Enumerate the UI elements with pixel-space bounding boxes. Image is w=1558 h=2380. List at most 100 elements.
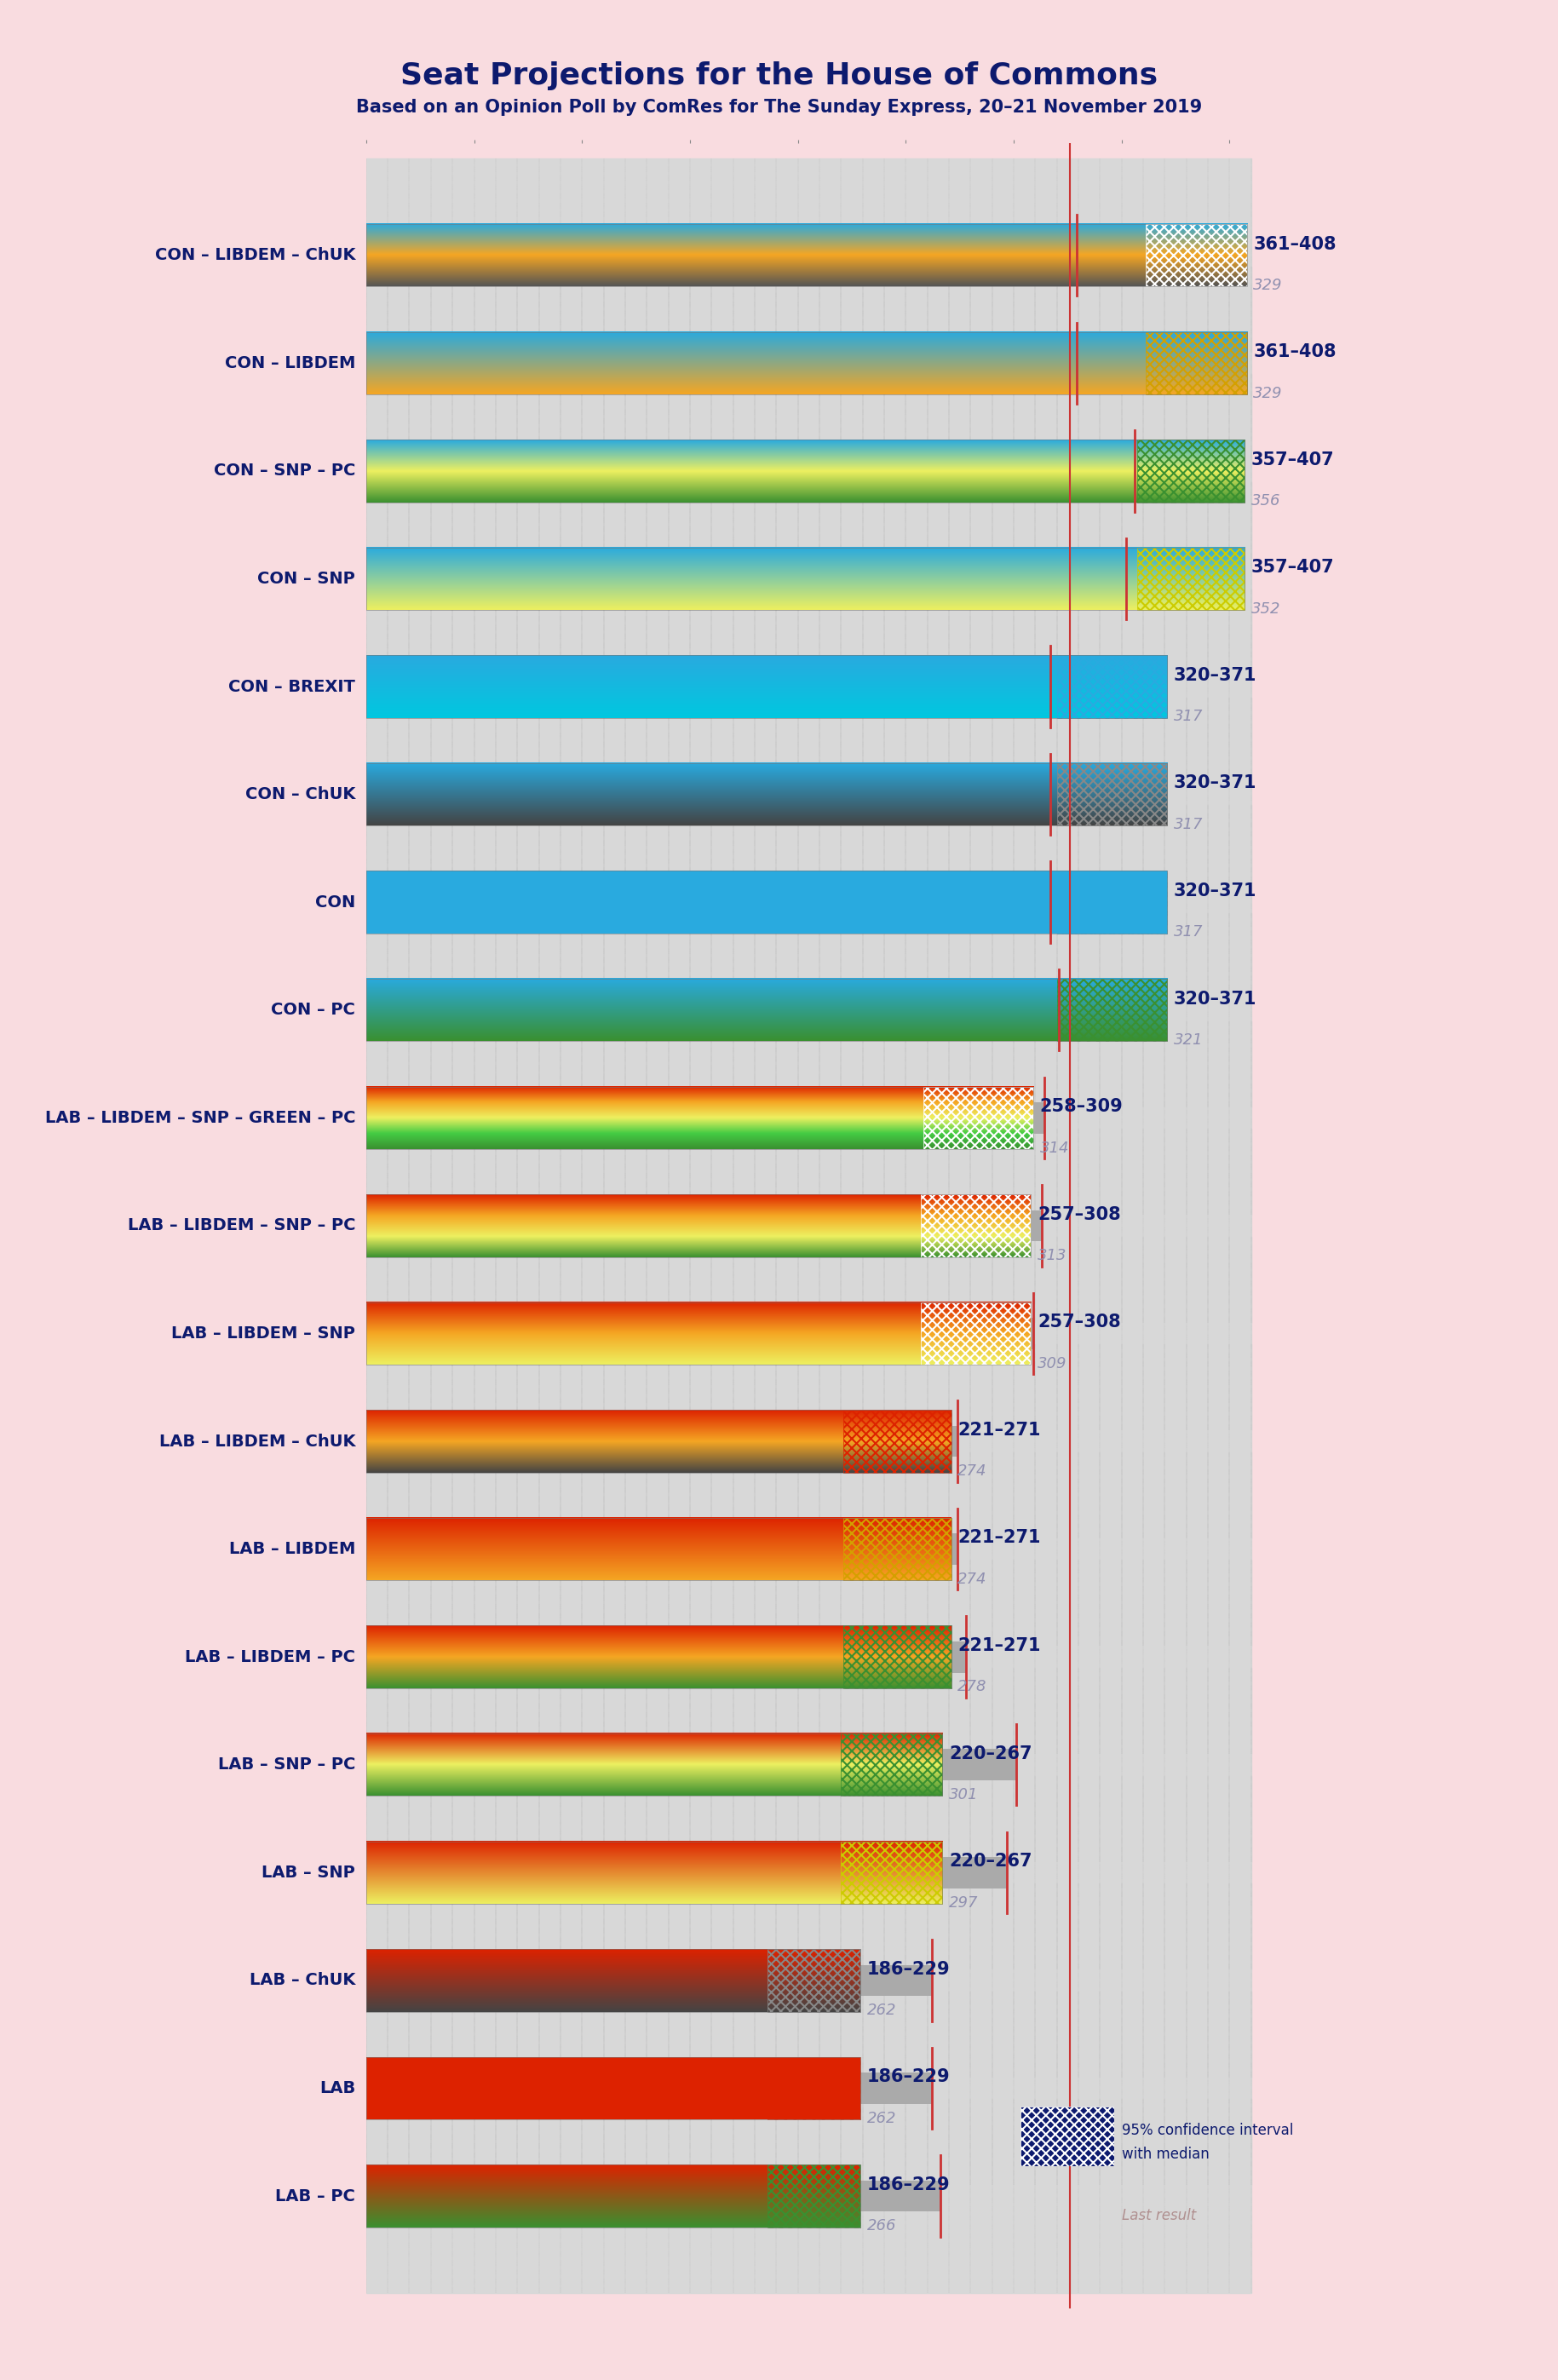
Text: LAB – LIBDEM – SNP – PC: LAB – LIBDEM – SNP – PC: [128, 1219, 355, 1233]
Text: 320–371: 320–371: [1173, 990, 1257, 1007]
Bar: [366, 1949, 860, 2011]
Text: Seat Projections for the House of Commons: Seat Projections for the House of Common…: [400, 62, 1158, 90]
Bar: [366, 1088, 1033, 1150]
Bar: [366, 159, 1251, 352]
Text: 262: 262: [866, 2002, 896, 2018]
Text: 186–229: 186–229: [866, 2068, 950, 2085]
Text: Based on an Opinion Poll by ComRes for The Sunday Express, 20–21 November 2019: Based on an Opinion Poll by ComRes for T…: [355, 98, 1203, 117]
Bar: [366, 440, 1245, 502]
Text: CON: CON: [315, 895, 355, 909]
Text: 274: 274: [958, 1571, 988, 1587]
Bar: [366, 1733, 943, 1797]
Bar: [1056, 978, 1167, 1042]
Bar: [366, 267, 1251, 459]
Text: 258–309: 258–309: [1039, 1097, 1123, 1116]
Bar: [768, 2056, 860, 2121]
Text: 297: 297: [949, 1894, 978, 1911]
Text: with median: with median: [1122, 2147, 1209, 2161]
Bar: [366, 764, 1167, 826]
Bar: [366, 2056, 860, 2121]
Text: 221–271: 221–271: [958, 1421, 1041, 1438]
Bar: [366, 224, 1246, 286]
Text: 186–229: 186–229: [866, 2175, 950, 2194]
Bar: [366, 871, 1167, 933]
Text: 257–308: 257–308: [1038, 1314, 1120, 1330]
Text: 301: 301: [949, 1787, 978, 1802]
Text: CON – PC: CON – PC: [271, 1002, 355, 1019]
Bar: [1056, 871, 1167, 933]
Text: 266: 266: [866, 2218, 896, 2235]
Bar: [1056, 654, 1167, 719]
Text: LAB: LAB: [319, 2080, 355, 2097]
Bar: [768, 2056, 860, 2121]
Text: 317: 317: [1173, 709, 1203, 724]
Bar: [366, 2166, 860, 2228]
Bar: [366, 1128, 1251, 1323]
Bar: [860, 1966, 932, 1997]
Text: 357–407: 357–407: [1251, 452, 1334, 469]
Bar: [366, 1238, 1251, 1430]
Text: 257–308: 257–308: [1038, 1207, 1120, 1223]
Bar: [843, 1626, 950, 1687]
Bar: [1137, 547, 1245, 609]
Bar: [366, 1409, 950, 1473]
Bar: [366, 331, 1246, 395]
Text: 361–408: 361–408: [1253, 236, 1337, 252]
Bar: [841, 1842, 943, 1904]
Text: 95% confidence interval: 95% confidence interval: [1122, 2123, 1293, 2137]
Bar: [366, 374, 1251, 569]
Bar: [768, 2166, 860, 2228]
Text: 361–408: 361–408: [1253, 343, 1337, 359]
Bar: [1056, 764, 1167, 826]
Text: CON – LIBDEM – ChUK: CON – LIBDEM – ChUK: [154, 248, 355, 264]
Bar: [768, 1949, 860, 2011]
Bar: [366, 1452, 1251, 1647]
Bar: [366, 1883, 1251, 2078]
Text: CON – BREXIT: CON – BREXIT: [229, 678, 355, 695]
Text: LAB – LIBDEM – SNP: LAB – LIBDEM – SNP: [171, 1326, 355, 1342]
Text: LAB – SNP: LAB – SNP: [262, 1864, 355, 1880]
Bar: [1031, 1209, 1042, 1242]
Text: 278: 278: [958, 1680, 988, 1695]
Text: 274: 274: [958, 1464, 988, 1478]
Text: 186–229: 186–229: [866, 1961, 950, 1978]
Bar: [366, 1842, 943, 1904]
Bar: [1145, 331, 1246, 395]
Bar: [366, 481, 1251, 676]
Text: 314: 314: [1039, 1140, 1069, 1157]
Text: 317: 317: [1173, 923, 1203, 940]
Bar: [366, 1345, 1251, 1537]
Text: 320–371: 320–371: [1173, 666, 1257, 683]
Bar: [366, 1195, 1031, 1257]
Bar: [1137, 440, 1245, 502]
Bar: [366, 2099, 1251, 2292]
Bar: [922, 1088, 1033, 1150]
Text: 221–271: 221–271: [958, 1637, 1041, 1654]
Text: 220–267: 220–267: [949, 1745, 1031, 1761]
Bar: [366, 1559, 1251, 1754]
Bar: [860, 2073, 932, 2104]
Text: 262: 262: [866, 2111, 896, 2125]
Bar: [366, 804, 1251, 1000]
Bar: [366, 978, 1167, 1042]
Text: 329: 329: [1253, 386, 1282, 400]
Bar: [843, 1409, 950, 1473]
Bar: [1145, 224, 1246, 286]
Bar: [943, 1749, 1016, 1780]
Text: LAB – LIBDEM – ChUK: LAB – LIBDEM – ChUK: [159, 1433, 355, 1449]
Bar: [841, 1733, 943, 1797]
Bar: [950, 1426, 958, 1457]
Bar: [366, 2056, 768, 2121]
Bar: [366, 1021, 1251, 1214]
Text: 356: 356: [1251, 493, 1281, 509]
Bar: [366, 1775, 1251, 1971]
Text: 321: 321: [1173, 1033, 1203, 1047]
Bar: [366, 654, 1167, 719]
Text: LAB – LIBDEM – SNP – GREEN – PC: LAB – LIBDEM – SNP – GREEN – PC: [45, 1109, 355, 1126]
Text: 313: 313: [1038, 1247, 1067, 1264]
Bar: [950, 1642, 966, 1673]
Bar: [1033, 1102, 1044, 1133]
Text: 320–371: 320–371: [1173, 883, 1257, 900]
Text: 352: 352: [1251, 602, 1281, 616]
Bar: [366, 547, 1245, 609]
